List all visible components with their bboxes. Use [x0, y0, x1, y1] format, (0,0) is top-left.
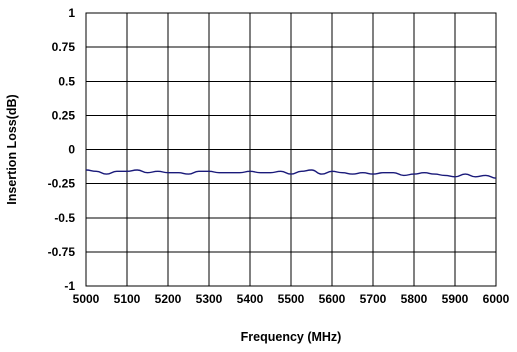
x-tick-label: 6000 — [483, 292, 510, 306]
x-tick-label: 5400 — [237, 292, 264, 306]
x-tick-label: 5300 — [196, 292, 223, 306]
y-tick-label: -0.75 — [48, 245, 76, 259]
y-tick-label: -0.5 — [54, 211, 75, 225]
y-axis-title: Insertion Loss(dB) — [5, 94, 19, 204]
x-tick-label: 5700 — [360, 292, 387, 306]
y-tick-label: 0.5 — [58, 74, 75, 88]
y-axis-tick-labels: 1 0.75 0.5 0.25 0 -0.25 -0.5 -0.75 -1 — [48, 6, 76, 293]
grid — [85, 12, 497, 287]
x-tick-label: 5000 — [73, 292, 100, 306]
x-axis-title: Frequency (MHz) — [241, 330, 342, 344]
x-tick-label: 5800 — [401, 292, 428, 306]
x-tick-label: 5500 — [278, 292, 305, 306]
plot-area — [85, 12, 497, 287]
y-tick-label: 1 — [68, 6, 75, 20]
y-tick-label: 0 — [68, 143, 75, 157]
y-tick-label: 0.25 — [52, 108, 76, 122]
series-line — [85, 169, 497, 179]
y-tick-label: 0.75 — [52, 40, 76, 54]
x-axis-tick-labels: 5000 5100 5200 5300 5400 5500 5600 5700 5800 5900… — [73, 292, 510, 306]
x-tick-label: 5900 — [442, 292, 469, 306]
x-tick-label: 5200 — [155, 292, 182, 306]
y-tick-label: -1 — [64, 279, 75, 293]
y-tick-label: -0.25 — [48, 177, 76, 191]
series-layer — [85, 169, 497, 179]
x-tick-label: 5600 — [319, 292, 346, 306]
x-tick-label: 5100 — [114, 292, 141, 306]
